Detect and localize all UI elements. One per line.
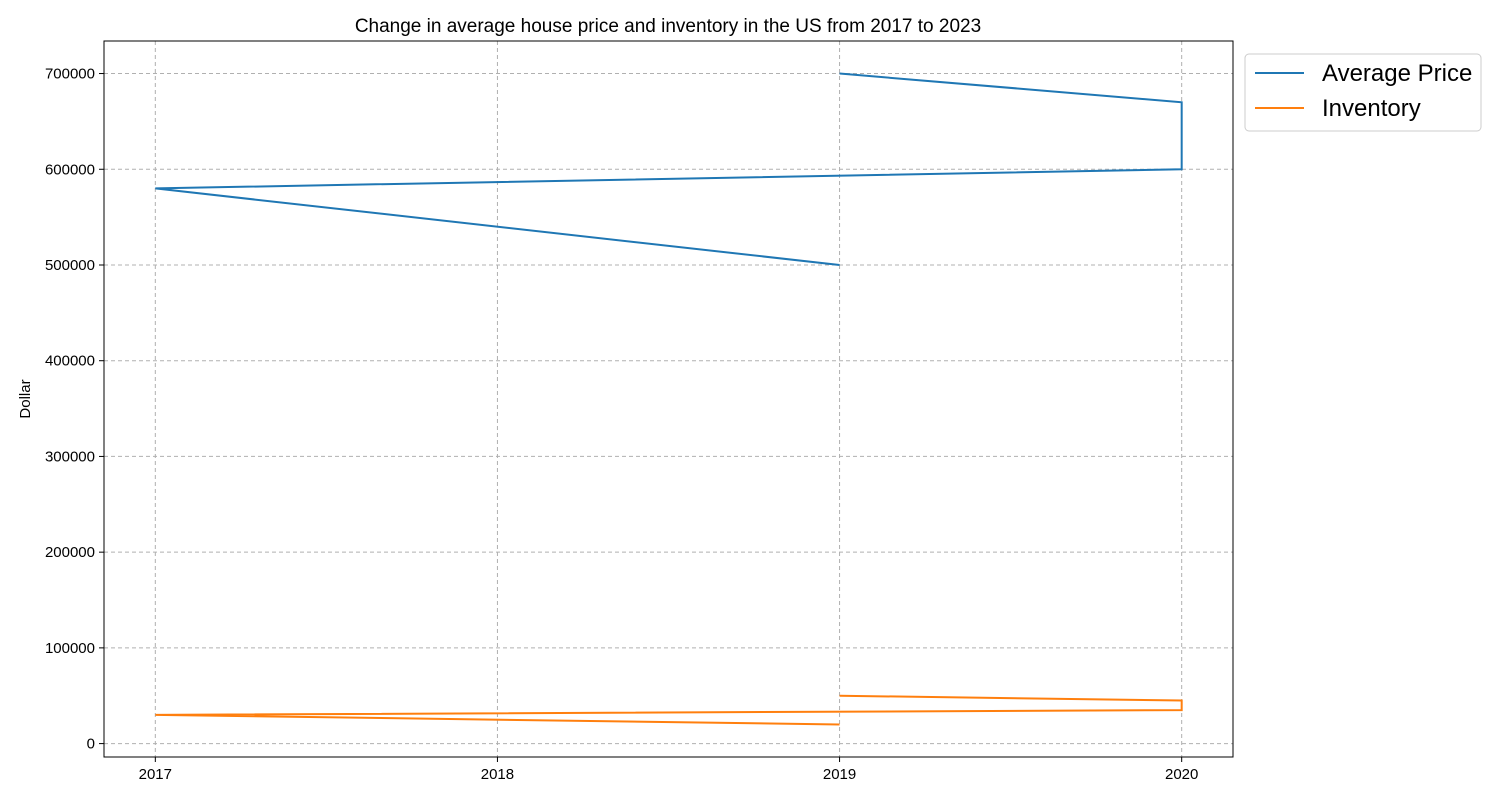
y-tick-label: 0 <box>87 736 95 753</box>
series-line-inventory <box>155 694 1183 726</box>
y-tick-label: 400000 <box>45 353 95 370</box>
legend-label: Inventory <box>1322 95 1421 122</box>
series-line-average-price <box>155 72 1183 266</box>
series-layer <box>155 72 1183 726</box>
x-tick-label: 2017 <box>139 766 172 783</box>
y-tick-label: 500000 <box>45 257 95 274</box>
y-tick-label: 200000 <box>45 544 95 561</box>
y-tick-label: 300000 <box>45 448 95 465</box>
axis-ticks: 2017 2018 2019 2020 0 100000 200000 300000 40000… <box>45 66 1198 783</box>
y-axis-label: Dollar <box>17 379 34 418</box>
x-tick-label: 2020 <box>1165 766 1198 783</box>
legend-label: Average Price <box>1322 60 1472 87</box>
y-tick-label: 700000 <box>45 66 95 83</box>
grid-lines <box>104 41 1233 757</box>
y-tick-label: 100000 <box>45 640 95 657</box>
plot-area-frame <box>103 40 1234 758</box>
x-tick-label: 2019 <box>823 766 856 783</box>
x-tick-label: 2018 <box>481 766 514 783</box>
chart-title: Change in average house price and invent… <box>355 16 981 37</box>
legend: Average Price Inventory <box>1244 53 1482 132</box>
y-tick-label: 600000 <box>45 161 95 178</box>
